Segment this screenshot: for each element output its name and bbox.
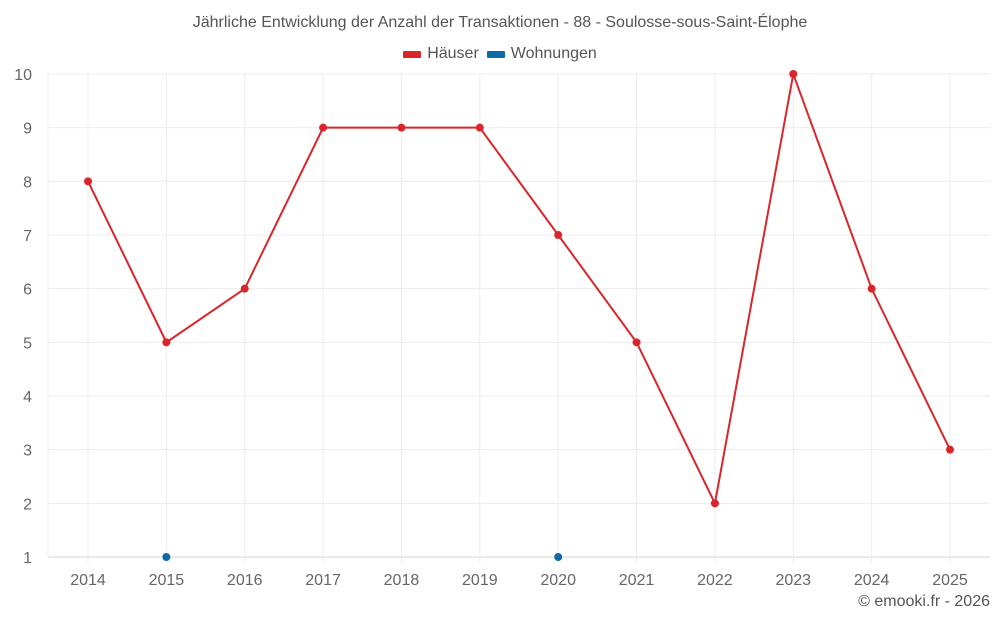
legend-item-wohnungen[interactable]: Wohnungen [486, 45, 597, 63]
y-tick-label: 6 [23, 282, 32, 299]
data-point-marker[interactable] [162, 338, 171, 347]
legend-swatch-wohnungen-icon [486, 50, 505, 58]
x-tick-label: 2024 [854, 572, 890, 589]
y-tick-label: 8 [23, 174, 32, 191]
x-tick-label: 2022 [697, 572, 733, 589]
x-tick-label: 2023 [775, 572, 811, 589]
data-point-marker[interactable] [710, 499, 719, 508]
y-axis: 1 2 3 4 5 6 7 8 9 10 [14, 67, 32, 567]
data-series [84, 70, 954, 561]
grid-lines [47, 73, 990, 563]
credit-text: © emooki.fr - 2026 [858, 593, 990, 610]
y-tick-label: 1 [23, 550, 32, 567]
x-tick-label: 2021 [619, 572, 655, 589]
y-tick-label: 10 [14, 67, 32, 84]
data-point-marker[interactable] [84, 177, 92, 186]
x-tick-label: 2015 [149, 572, 185, 589]
data-point-marker[interactable] [946, 445, 954, 454]
legend-item-haeuser[interactable]: Häuser [403, 45, 479, 63]
x-tick-label: 2020 [540, 572, 576, 589]
x-tick-label: 2017 [305, 572, 341, 589]
y-tick-label: 7 [23, 228, 32, 245]
y-tick-label: 5 [23, 335, 32, 352]
legend-label-haeuser: Häuser [427, 45, 479, 62]
y-tick-label: 9 [23, 121, 32, 138]
data-point-marker[interactable] [789, 70, 798, 78]
legend-label-wohnungen: Wohnungen [510, 45, 597, 62]
x-tick-label: 2016 [227, 572, 263, 589]
data-point-marker[interactable] [554, 231, 563, 239]
x-tick-label: 2025 [932, 572, 968, 589]
y-tick-label: 4 [23, 389, 32, 406]
data-point-marker[interactable] [554, 553, 563, 561]
y-tick-label: 3 [23, 443, 32, 460]
legend: Häuser Wohnungen [0, 45, 1000, 63]
series-line [87, 70, 951, 507]
x-tick-label: 2018 [384, 572, 420, 589]
data-point-marker[interactable] [475, 123, 484, 132]
legend-swatch-haeuser-icon [403, 50, 422, 58]
data-point-marker[interactable] [240, 284, 249, 293]
x-tick-label: 2019 [462, 572, 498, 589]
chart-title: Jährliche Entwicklung der Anzahl der Tra… [192, 14, 808, 31]
data-point-marker[interactable] [162, 553, 171, 561]
x-tick-label: 2014 [70, 572, 106, 589]
y-tick-label: 2 [23, 496, 32, 513]
data-point-marker[interactable] [867, 284, 876, 293]
data-point-marker[interactable] [632, 338, 641, 347]
x-axis: 2014 2015 2016 2017 2018 2019 2020 2021 2022 2023… [70, 572, 968, 589]
data-point-marker[interactable] [397, 123, 406, 132]
data-point-marker[interactable] [319, 123, 328, 132]
